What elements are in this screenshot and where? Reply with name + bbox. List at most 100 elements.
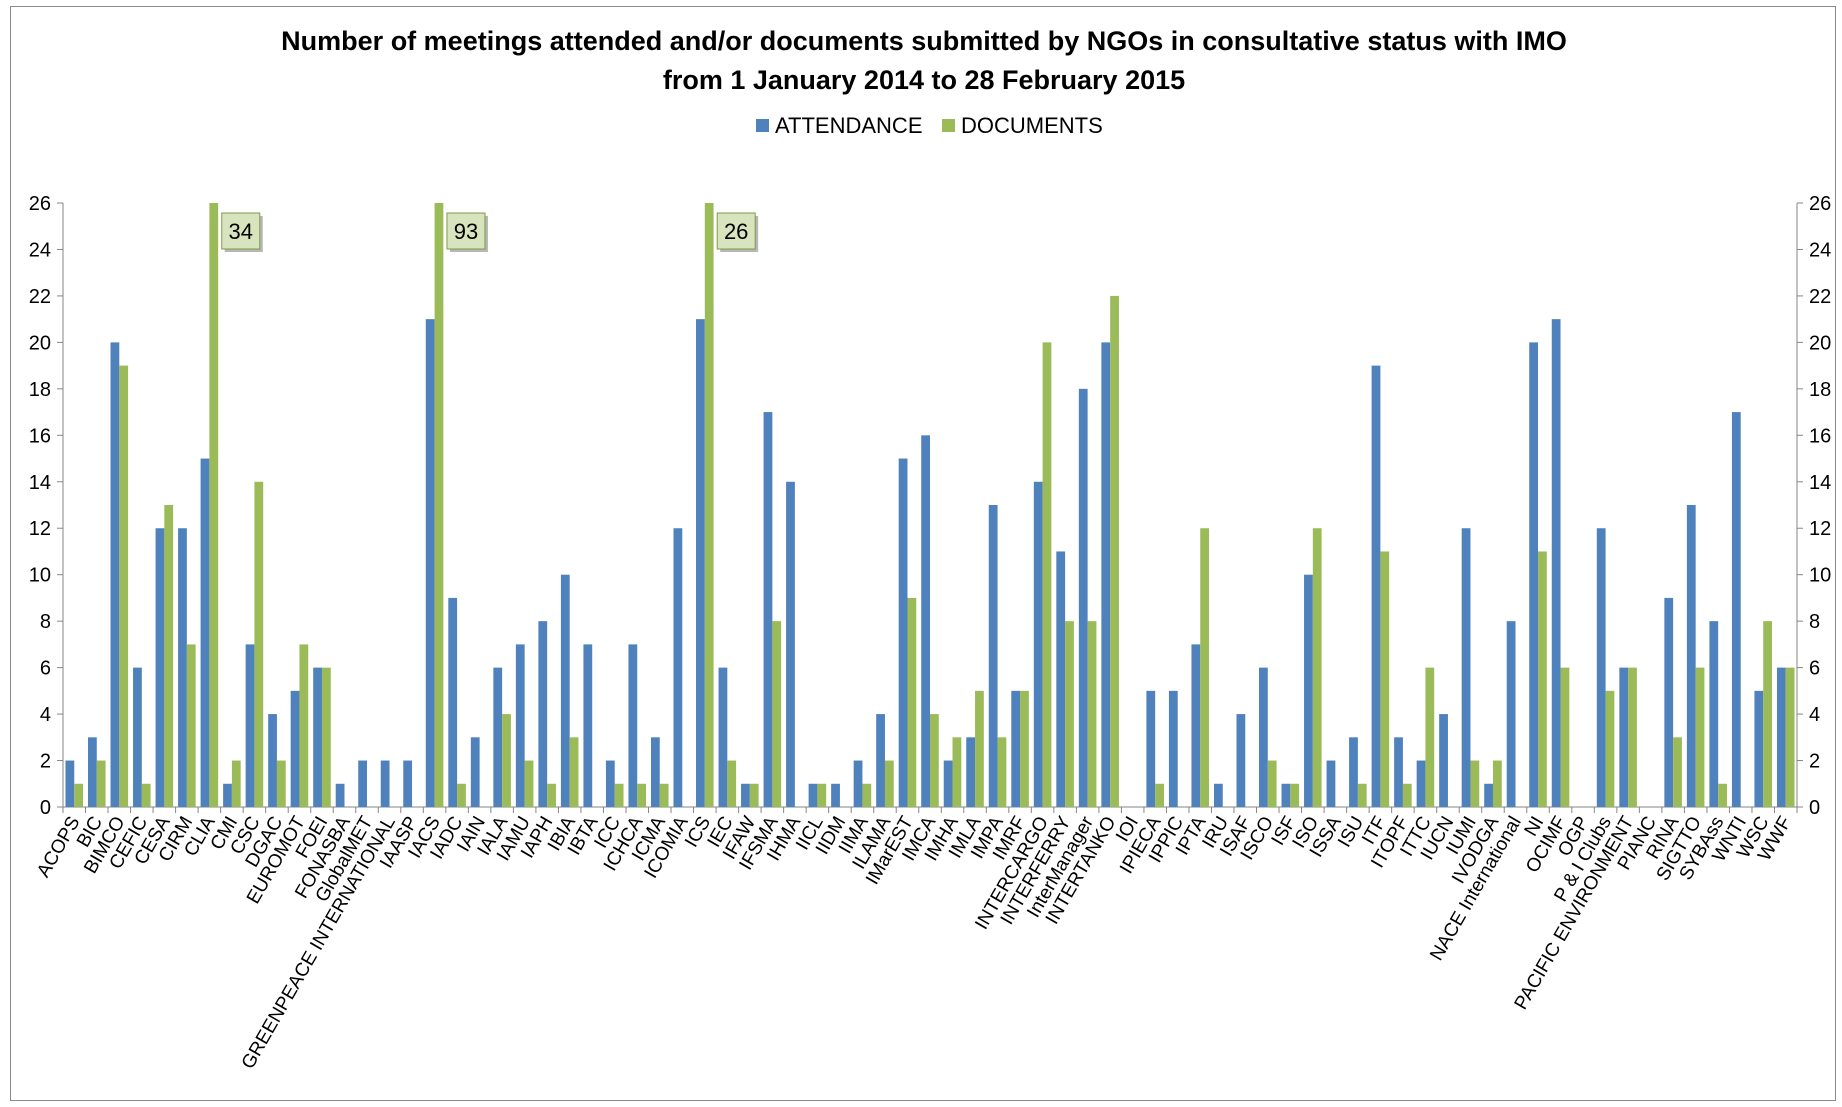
bar-documents-acops <box>74 783 84 807</box>
bar-attendance-ocimf <box>1551 319 1561 807</box>
bar-attendance-ni <box>1529 342 1539 807</box>
y-tick-label-right: 8 <box>1809 611 1820 633</box>
chart-title-line1: Number of meetings attended and/or docum… <box>281 26 1567 56</box>
bar-documents-ifaw <box>749 783 759 807</box>
y-tick-label-left: 8 <box>40 611 51 633</box>
y-tick-label-right: 24 <box>1809 239 1831 261</box>
bar-documents-ni <box>1538 551 1547 807</box>
bar-documents-bimco <box>119 365 129 807</box>
bar-attendance-iumi <box>1461 528 1471 807</box>
bar-attendance-iidm <box>831 783 840 807</box>
y-tick-label-left: 10 <box>29 565 51 587</box>
bar-attendance-ivodga <box>1484 783 1493 807</box>
bar-attendance-ibia <box>560 574 570 807</box>
bar-documents-wsc <box>1763 621 1772 807</box>
y-tick-label-left: 20 <box>29 332 51 354</box>
bar-documents-dgac <box>276 760 286 807</box>
bar-attendance-p-i-clubs <box>1596 528 1606 807</box>
bar-attendance-acops <box>65 760 75 807</box>
bar-attendance-cirm <box>178 528 187 807</box>
bar-documents-cirm <box>186 644 196 807</box>
callout-box-clia <box>221 212 261 250</box>
callout-label-clia: 34 <box>229 219 253 244</box>
y-tick-label-right: 2 <box>1809 751 1820 773</box>
y-tick-label-right: 4 <box>1809 704 1820 726</box>
bar-documents-iacs <box>434 203 444 807</box>
bar-documents-ipieca <box>1155 783 1164 807</box>
bar-attendance-interferry <box>1056 551 1066 807</box>
bar-attendance-ibta <box>583 644 593 807</box>
bar-attendance-wsc <box>1754 690 1764 807</box>
bar-documents-sybass <box>1718 783 1727 807</box>
y-tick-label-left: 12 <box>29 518 51 540</box>
bar-documents-sigtto <box>1695 667 1705 807</box>
legend: ATTENDANCE DOCUMENTS <box>756 113 1103 138</box>
bar-documents-rina <box>1673 737 1682 807</box>
bar-documents-ilama <box>884 760 894 807</box>
bar-attendance-pacific-environment <box>1619 667 1629 807</box>
bar-attendance-icc <box>605 760 615 807</box>
bar-documents-iso <box>1312 528 1322 807</box>
bar-documents-imarest <box>907 597 917 807</box>
y-tick-label-left: 0 <box>40 797 51 819</box>
bar-documents-cesa <box>164 505 174 807</box>
bar-attendance-intercargo <box>1033 481 1043 807</box>
bar-documents-intermanager <box>1087 621 1097 807</box>
bar-attendance-bic <box>88 737 97 807</box>
chart-title-line2: from 1 January 2014 to 28 February 2015 <box>663 65 1185 95</box>
bar-attendance-imarest <box>898 458 908 807</box>
bar-attendance-iain <box>470 737 480 807</box>
bar-documents-p-i-clubs <box>1605 690 1615 807</box>
bar-documents-interferry <box>1065 621 1074 807</box>
bar-attendance-ittc <box>1416 760 1426 807</box>
bar-documents-imha <box>952 737 962 807</box>
bar-documents-icc <box>614 783 624 807</box>
bar-attendance-ippic <box>1168 690 1178 807</box>
bar-documents-intertanko <box>1110 295 1119 807</box>
y-tick-label-right: 22 <box>1809 286 1831 308</box>
legend-swatch-attendance <box>756 119 769 132</box>
y-tick-label-right: 10 <box>1809 565 1831 587</box>
bar-attendance-rina <box>1664 597 1674 807</box>
y-tick-label-right: 18 <box>1809 379 1831 401</box>
bar-attendance-clia <box>200 458 210 807</box>
bar-attendance-iacs <box>425 319 435 807</box>
bar-attendance-isco <box>1259 667 1268 807</box>
y-tick-label-right: 14 <box>1809 472 1831 494</box>
bar-attendance-sybass <box>1709 621 1719 807</box>
bar-attendance-imrf <box>1011 690 1021 807</box>
bar-documents-iec <box>727 760 737 807</box>
bar-documents-imrf <box>1020 690 1029 807</box>
bar-documents-iadc <box>457 783 466 807</box>
bar-documents-pacific-environment <box>1628 667 1637 807</box>
bar-attendance-cefic <box>133 667 142 807</box>
bar-documents-iumi <box>1470 760 1480 807</box>
bar-attendance-wwf <box>1776 667 1786 807</box>
y-tick-label-left: 18 <box>29 379 51 401</box>
bar-attendance-ihma <box>786 481 795 807</box>
y-tick-label-left: 6 <box>40 658 51 680</box>
bar-attendance-imha <box>943 760 953 807</box>
bar-attendance-issa <box>1326 760 1336 807</box>
bar-documents-ifsma <box>772 621 782 807</box>
bar-documents-intercargo <box>1042 342 1052 807</box>
bar-documents-foei <box>321 667 331 807</box>
y-tick-label-right: 20 <box>1809 332 1831 354</box>
bar-documents-csc <box>254 481 264 807</box>
bar-documents-iima <box>862 783 872 807</box>
bar-documents-ipta <box>1200 528 1210 807</box>
bar-documents-iamu <box>524 760 534 807</box>
bar-attendance-ipta <box>1191 644 1201 807</box>
bar-documents-ibia <box>569 737 579 807</box>
chart-svg: Number of meetings attended and/or docum… <box>29 26 1832 1073</box>
bar-attendance-ilama <box>876 714 885 807</box>
bar-documents-imca <box>930 714 939 807</box>
bar-documents-ics <box>704 203 714 807</box>
bar-attendance-ipieca <box>1146 690 1156 807</box>
bar-documents-clia <box>209 203 219 807</box>
bar-attendance-intermanager <box>1078 388 1088 807</box>
bar-documents-imla <box>975 690 984 807</box>
y-tick-label-left: 24 <box>29 239 51 261</box>
bar-documents-iaph <box>547 783 556 807</box>
